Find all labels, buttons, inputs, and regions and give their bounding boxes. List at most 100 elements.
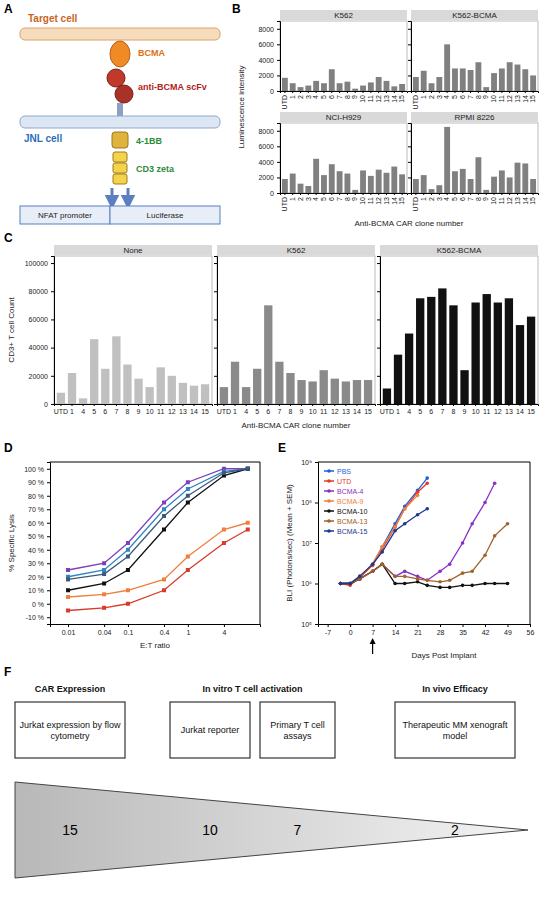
axis-line <box>277 124 281 194</box>
axis-line <box>55 405 213 407</box>
tick: 5 <box>255 404 259 415</box>
point <box>102 561 106 565</box>
axis-line <box>50 462 260 463</box>
tick-label: 30 % <box>28 560 44 567</box>
tick-label: 11 <box>483 408 490 415</box>
tick-label: 5 <box>255 408 259 415</box>
tick-label: UTD <box>412 197 419 211</box>
tick <box>408 131 411 132</box>
tick: 6000 <box>258 143 280 150</box>
tick-mark <box>277 75 280 76</box>
tick-label: 7 <box>467 95 474 99</box>
bar <box>421 175 427 193</box>
axis: -10 %0 %10 %20 %30 %40 %50 %60 %70 %80 %… <box>24 463 50 625</box>
tick-label: 6 <box>266 408 270 415</box>
tick-mark <box>377 291 380 292</box>
tick-mark <box>292 91 293 93</box>
tick-mark <box>301 404 302 406</box>
tick-mark <box>408 75 411 76</box>
tick-mark <box>323 404 324 406</box>
tick-mark <box>462 193 463 195</box>
tick: 2 <box>428 91 435 99</box>
tick <box>214 348 217 349</box>
tick: 3 <box>305 91 312 99</box>
tick: 9 <box>300 404 304 415</box>
tick-label: 2 <box>297 197 304 201</box>
stage-title: In vivo Efficacy <box>422 684 488 694</box>
axis-line <box>408 124 412 194</box>
tick: 10⁹ <box>301 459 318 466</box>
tick-mark <box>94 404 95 406</box>
tick: 12 <box>506 91 513 103</box>
tick-mark <box>494 193 495 195</box>
tick-label: 1 <box>233 408 237 415</box>
tick-mark <box>300 193 301 195</box>
bar <box>190 386 198 404</box>
tick-mark <box>47 523 50 524</box>
tick-mark <box>402 193 403 195</box>
tick-label: 12 <box>494 408 502 415</box>
tick: 11 <box>157 404 164 415</box>
tick-mark <box>315 543 318 544</box>
tick-label: 0.4 <box>160 629 170 636</box>
tick-label: 4 <box>244 408 248 415</box>
tick-label: 0 % <box>32 600 44 607</box>
tick-mark <box>347 91 348 93</box>
tick: 60000 <box>29 316 54 323</box>
tick-label: 100 % <box>24 465 44 472</box>
tick: 5 <box>320 91 327 99</box>
tick-label: 2 <box>428 95 435 99</box>
point <box>102 592 106 596</box>
tick-mark <box>279 404 280 406</box>
panel-letter: C <box>4 231 13 245</box>
point <box>339 582 343 586</box>
tick-label: 8000 <box>258 128 274 135</box>
point <box>493 582 497 586</box>
bar <box>168 376 176 404</box>
bar <box>101 369 109 404</box>
legend-swatch <box>327 509 331 513</box>
point <box>186 501 190 505</box>
tick-mark <box>475 404 476 406</box>
axis: UTD1456789101112131415 <box>54 404 213 415</box>
tick: 14 <box>391 91 398 103</box>
tick-label: 3 <box>436 95 443 99</box>
tick-label: 13 <box>383 197 390 205</box>
tick: 12 <box>375 91 382 103</box>
tick-mark <box>509 91 510 93</box>
tick-mark <box>408 177 411 178</box>
tick-label: 6 <box>328 197 335 201</box>
panel: K56202000400060008000UTD1234567891011121… <box>258 10 407 109</box>
tick-mark <box>51 291 54 292</box>
tick-mark <box>290 404 291 406</box>
count-label: 2 <box>451 822 459 838</box>
tick-mark <box>328 624 329 627</box>
tick-label: 12 <box>506 95 513 103</box>
bar <box>329 69 335 91</box>
point <box>339 582 343 586</box>
point <box>186 555 190 559</box>
tick-mark <box>47 563 50 564</box>
tick-mark <box>315 624 318 625</box>
axis-title: CD3+ T cell Count <box>7 297 16 363</box>
tick: 5 <box>451 91 458 99</box>
point <box>438 570 442 574</box>
tick: 2000 <box>258 72 280 79</box>
bar <box>201 384 209 404</box>
panel-title: None <box>123 246 143 255</box>
tick-label: 10 <box>309 408 317 415</box>
axis-line <box>318 462 530 463</box>
tick-mark <box>447 193 448 195</box>
point <box>393 529 397 533</box>
bar <box>438 288 446 404</box>
tick: 15 <box>529 193 536 205</box>
bar <box>399 174 405 193</box>
reporter-box <box>110 206 220 224</box>
tick-label: 15 <box>364 408 372 415</box>
bar <box>483 190 489 193</box>
tick: 0 <box>349 624 353 636</box>
tick: 70 % <box>28 506 50 513</box>
point <box>403 522 407 526</box>
axis-line <box>51 257 55 405</box>
tick-label: 10⁹ <box>301 459 312 466</box>
